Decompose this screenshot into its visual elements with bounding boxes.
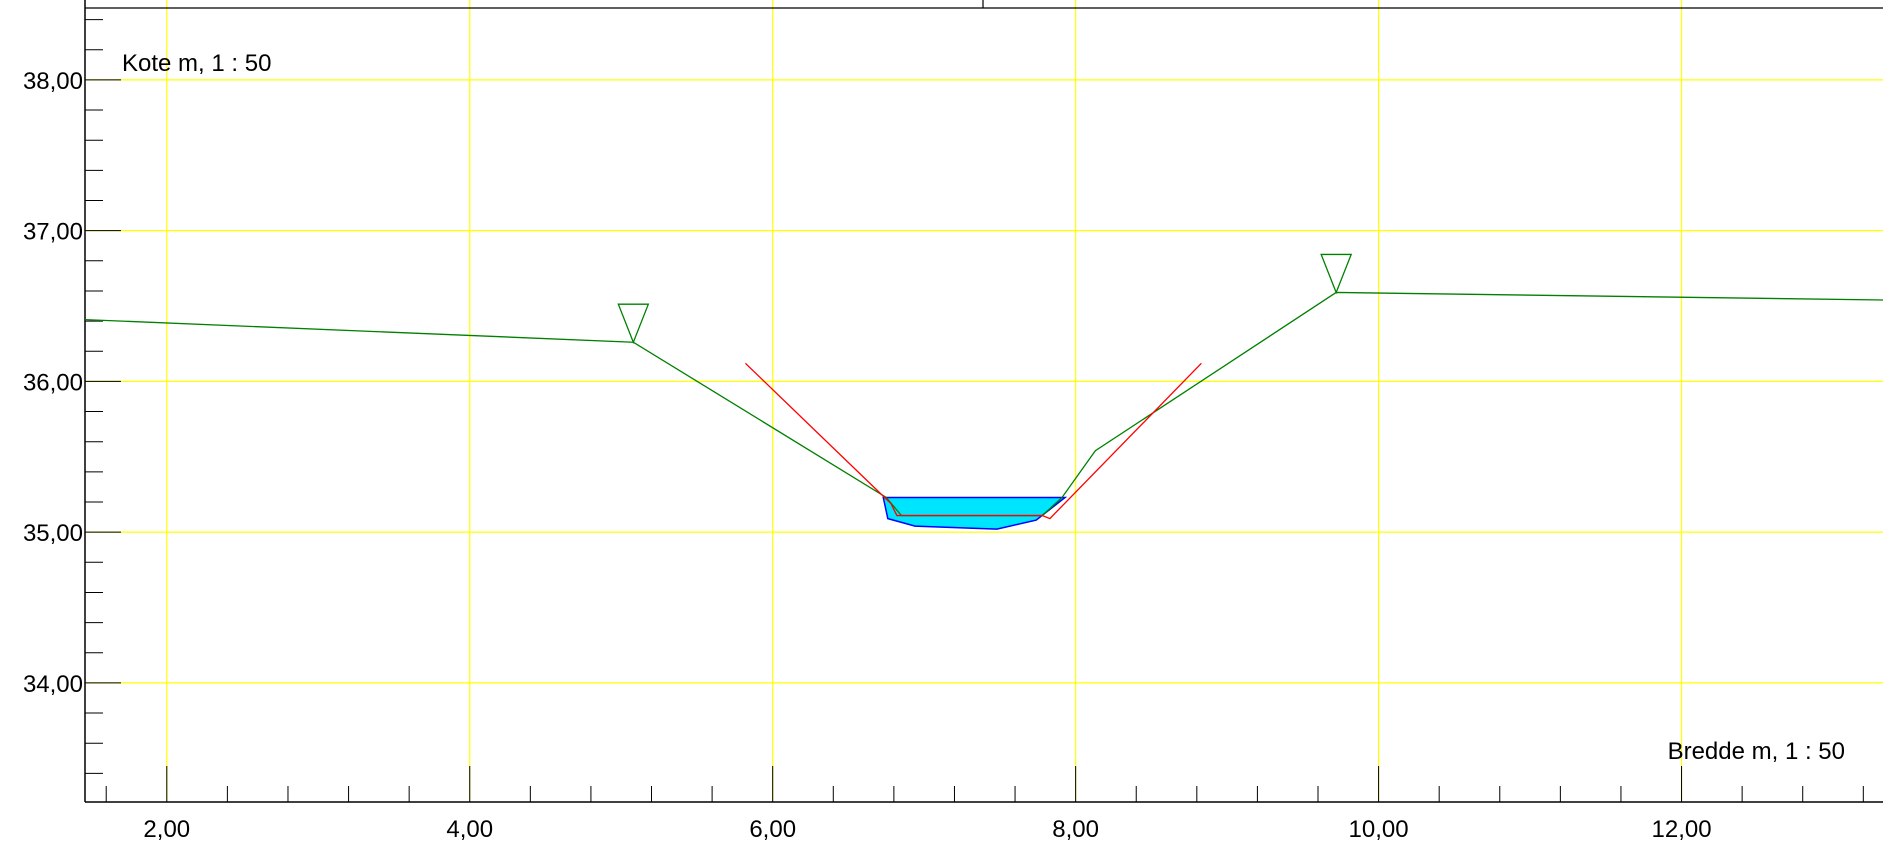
profile-lines bbox=[84, 291, 1883, 520]
y-tick-label-3: 37,00 bbox=[23, 219, 83, 246]
x-axis-title: Bredde m, 1 : 50 bbox=[1668, 738, 1845, 765]
y-tick-label-2: 36,00 bbox=[23, 369, 83, 396]
x-tick-label-0: 2,00 bbox=[143, 816, 190, 843]
profile-line-0 bbox=[84, 291, 1883, 517]
water-area bbox=[882, 496, 1068, 530]
y-tick-label-4: 38,00 bbox=[23, 68, 83, 95]
x-tick-label-3: 8,00 bbox=[1052, 816, 1099, 843]
level-markers bbox=[617, 253, 1353, 344]
tick-marks bbox=[85, 19, 1864, 802]
profile-line-1 bbox=[744, 362, 1202, 520]
level-marker-0 bbox=[617, 303, 650, 344]
level-marker-1 bbox=[1320, 253, 1353, 295]
y-tick-label-1: 35,00 bbox=[23, 520, 83, 547]
grid bbox=[85, 0, 1883, 802]
water-fill bbox=[882, 496, 1068, 530]
tick-labels: 2,00 4,00 6,00 8,00 10,00 12,00 34,00 35,00 36,0… bbox=[23, 68, 1712, 843]
x-tick-label-1: 4,00 bbox=[446, 816, 493, 843]
y-tick-label-0: 34,00 bbox=[23, 671, 83, 698]
x-tick-label-5: 12,00 bbox=[1652, 816, 1712, 843]
x-tick-label-4: 10,00 bbox=[1349, 816, 1409, 843]
x-tick-label-2: 6,00 bbox=[749, 816, 796, 843]
axes bbox=[84, 0, 1883, 803]
y-axis-title: Kote m, 1 : 50 bbox=[122, 50, 271, 77]
